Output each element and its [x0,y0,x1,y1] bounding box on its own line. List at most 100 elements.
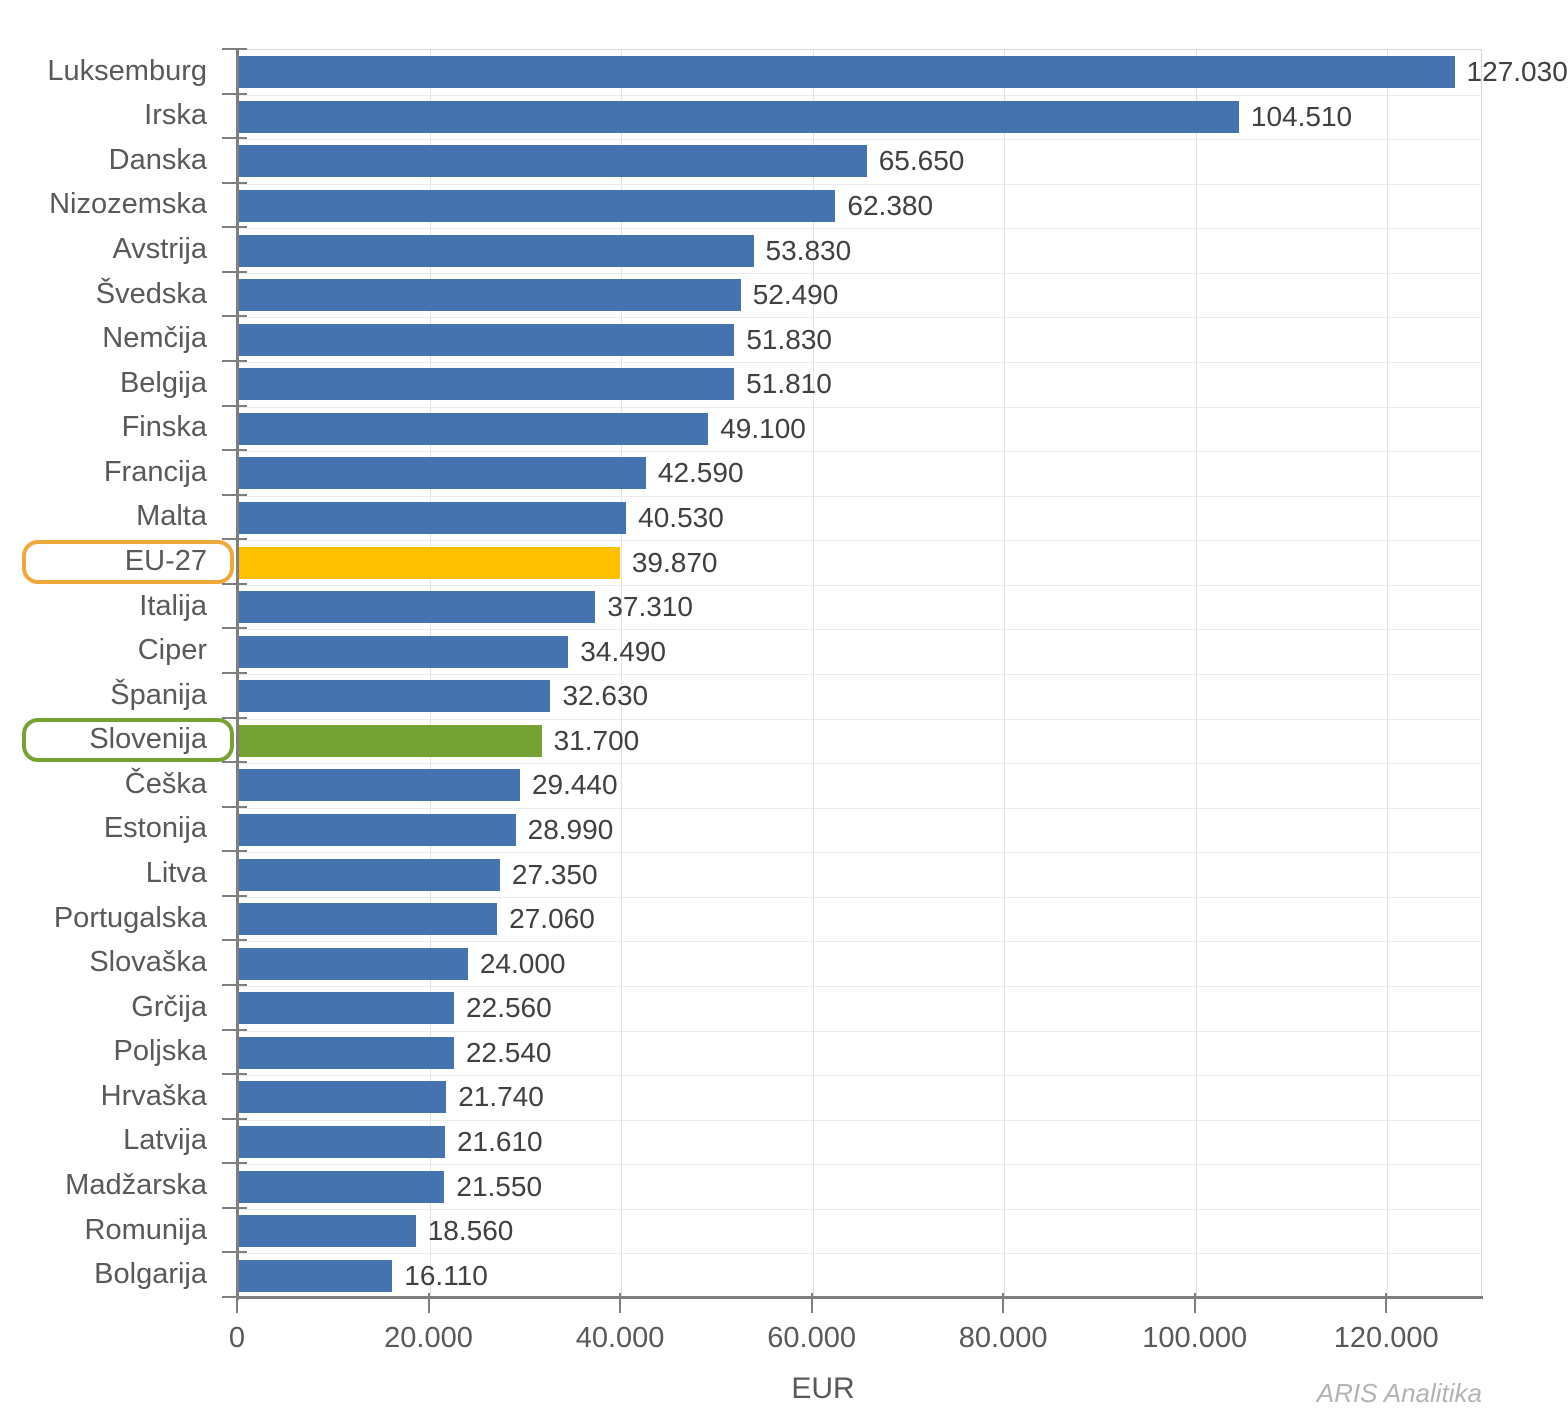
horizontal-gridline [238,183,1481,185]
y-axis-tick [222,270,247,273]
x-axis-tick-label: 100.000 [1142,1322,1248,1354]
bar-value-label: 51.810 [746,368,832,400]
bar-value-label: 27.060 [509,903,595,935]
highlight-box-eu-27 [22,539,234,584]
category-label: Francija [103,455,207,488]
bar-španija [238,680,551,713]
bar-eu-27 [238,546,620,579]
y-axis-tick [222,92,247,95]
category-label: Luksemburg [47,54,207,87]
category-row: Hrvaška [0,1074,237,1119]
horizontal-gridline [238,584,1481,586]
category-row: Francija [0,450,237,495]
x-axis-tick [1002,1293,1005,1313]
bar-avstrija [238,234,754,267]
bar-value-label: 16.110 [404,1259,488,1291]
category-label: Finska [121,411,207,444]
bar-value-label: 37.310 [607,591,693,623]
horizontal-gridline [238,629,1481,631]
category-row: Litva [0,851,237,896]
bar-value-label: 22.540 [465,1036,552,1068]
bar-value-label: 31.700 [553,724,640,756]
y-axis-line [236,49,239,1300]
bar-luksemburg [238,56,1455,89]
bar-romunija [238,1215,416,1248]
category-label: Slovaška [89,946,207,979]
bar-value-label: 53.830 [765,234,852,266]
category-row: Španija [0,673,237,718]
category-row: Nemčija [0,316,237,361]
bar-češka [238,769,520,802]
category-row: Finska [0,406,237,451]
category-row: Ciper [0,628,237,673]
vertical-gridline [621,50,623,1296]
x-axis-tick-label: 0 [228,1322,246,1354]
horizontal-gridline [238,807,1481,809]
y-axis-tick [222,48,247,50]
vertical-gridline [1004,50,1006,1296]
bar-value-label: 21.740 [458,1081,544,1113]
x-axis-tick [427,1293,430,1313]
x-axis-tick-label: 120.000 [1333,1322,1439,1354]
category-label: Irska [144,99,207,132]
horizontal-gridline [238,852,1481,854]
horizontal-gridline [238,540,1481,542]
bar-value-label: 42.590 [657,457,744,489]
category-label: Malta [136,500,207,533]
y-axis-tick [222,850,247,853]
category-labels-area: Luksemburg Irska Danska Nizozemska Avstrija Š… [0,49,237,1297]
bar-slovenija [238,724,542,757]
category-row: Estonija [0,807,237,852]
y-axis-tick [222,1251,247,1254]
horizontal-gridline [238,362,1481,363]
bar-irska [238,100,1239,133]
horizontal-gridline [238,718,1481,720]
horizontal-gridline [238,763,1481,765]
category-row: Belgija [0,361,237,406]
horizontal-gridline [238,94,1481,96]
x-axis-tick-label: 80.000 [958,1322,1048,1354]
y-axis-tick [222,984,247,986]
category-row: Grčija [0,985,237,1030]
x-axis-tick-label: 20.000 [384,1322,473,1354]
category-label: Češka [124,767,207,800]
category-label: Poljska [113,1035,208,1068]
category-label: Portugalska [53,901,207,934]
category-row: Irska [0,94,237,139]
category-row: Poljska [0,1030,237,1075]
x-axis-tick-label: 40.000 [575,1322,665,1354]
y-axis-tick [222,315,247,318]
bar-slovaška [238,947,468,980]
horizontal-gridline [238,495,1481,497]
bar-value-label: 18.560 [427,1215,514,1247]
horizontal-gridline [238,1119,1481,1121]
bar-value-label: 28.990 [527,814,614,845]
bar-value-label: 40.530 [638,502,724,533]
category-label: Švedska [95,277,207,310]
bar-value-label: 127.030 [1466,56,1568,88]
category-row: Danska [0,138,237,183]
bar-value-label: 27.350 [511,858,598,890]
bar-value-label: 52.490 [752,279,839,311]
x-axis-tick [1193,1293,1196,1313]
y-axis-tick [222,137,247,140]
y-axis-tick [222,761,247,764]
category-label: Avstrija [112,233,207,266]
bar-value-label: 21.610 [456,1126,543,1157]
category-label: Danska [108,143,207,176]
bar-value-label: 39.870 [631,546,718,578]
bar-value-label: 49.100 [720,412,806,444]
category-label: Madžarska [65,1169,207,1202]
category-row: Portugalska [0,896,237,941]
bar-value-label: 62.380 [847,190,934,221]
bar-belgija [238,368,735,401]
bar-value-label: 24.000 [479,947,566,979]
category-label: Slovenija [89,723,207,756]
category-label: Španija [110,678,207,711]
category-row: EU-27 [0,539,237,584]
bar-danska [238,145,867,178]
category-row: Švedska [0,272,237,317]
category-label: Belgija [119,366,207,399]
horizontal-gridline [238,139,1481,141]
bar-value-label: 51.830 [746,323,832,355]
